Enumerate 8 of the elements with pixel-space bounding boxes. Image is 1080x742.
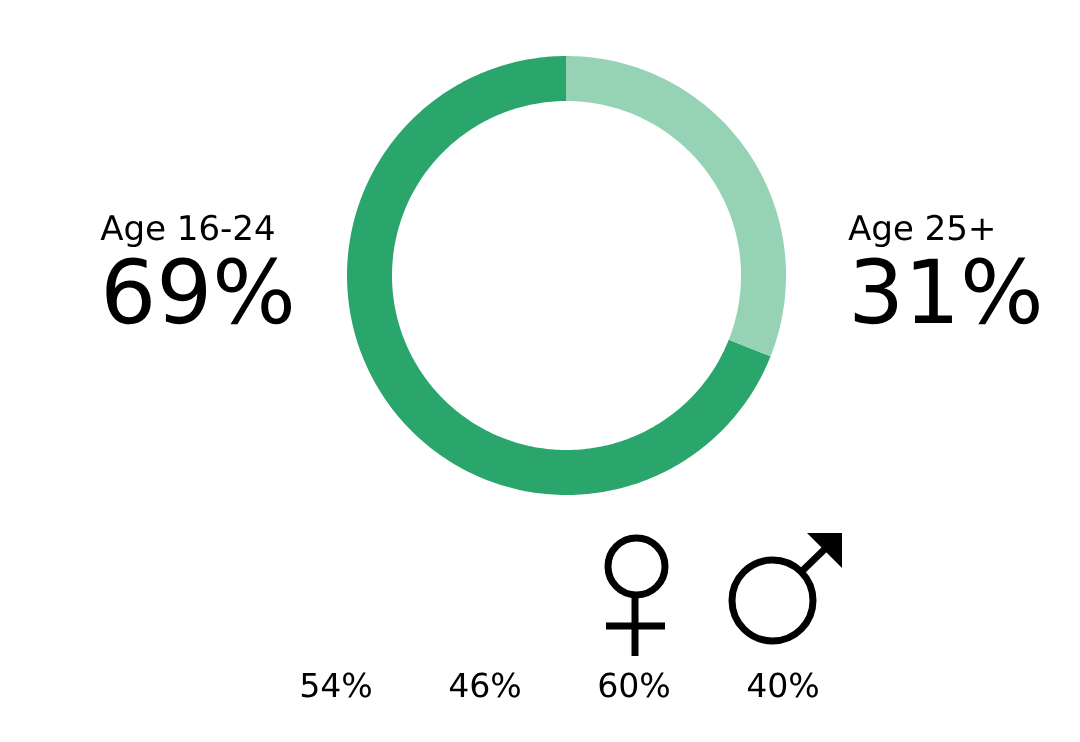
text: 46% [449, 672, 520, 698]
text: 54% [301, 672, 371, 698]
text: 60% [599, 672, 669, 698]
slice-label: Age 25+ [848, 214, 993, 248]
data-label: 69% [106, 257, 291, 325]
data-label: 31% [854, 257, 1039, 325]
text: 40% [747, 672, 818, 698]
slice-label: Age 16-24 [100, 214, 274, 248]
